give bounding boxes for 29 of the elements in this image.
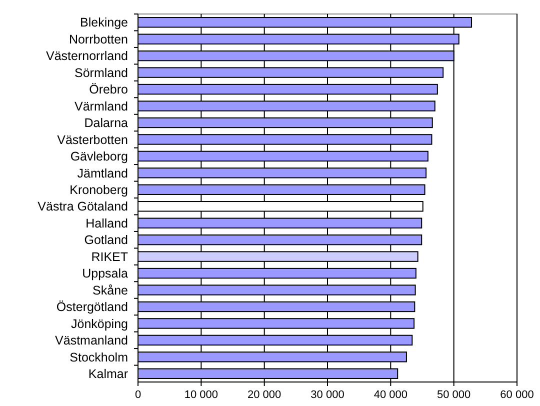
y-tick-label: Skåne [92,283,128,298]
x-tick-label: 0 [134,389,142,401]
y-tick-label: Västernorrland [46,49,128,64]
y-tick-label: Värmland [74,99,128,114]
y-tick-label: Västra Götaland [38,200,128,214]
y-tick-label: Sörmland [74,66,128,80]
y-tick-label: Västerbotten [57,132,128,147]
x-tick-label: 30 000 [310,389,344,401]
y-tick-label: Halland [86,216,128,230]
y-tick-label: Dalarna [84,116,128,130]
y-tick-label: Kronoberg [70,183,128,198]
y-tick-label: Norrbotten [68,32,128,46]
y-tick-label: Gävleborg [70,150,128,164]
y-tick-label: Västmanland [55,334,128,348]
y-tick-label: Stockholm [70,350,128,364]
y-tick-label: Örebro [89,82,128,97]
y-tick-label: RIKET [91,250,128,264]
y-tick-label: Blekinge [80,16,128,30]
y-tick-label: Östergötland [56,300,128,314]
y-tick-label: Uppsala [82,266,128,281]
x-tick-label: 10 000 [184,389,218,401]
x-tick-label: 60 000 [500,389,534,401]
y-tick-label: Kalmar [88,367,128,382]
x-tick-label: 50 000 [437,389,471,401]
y-tick-label: Jämtland [77,166,128,180]
y-tick-label: Jönköping [71,316,128,331]
x-tick-label: 40 000 [374,389,408,401]
x-tick-label: 20 000 [248,389,282,401]
y-tick-label: Gotland [84,233,128,248]
